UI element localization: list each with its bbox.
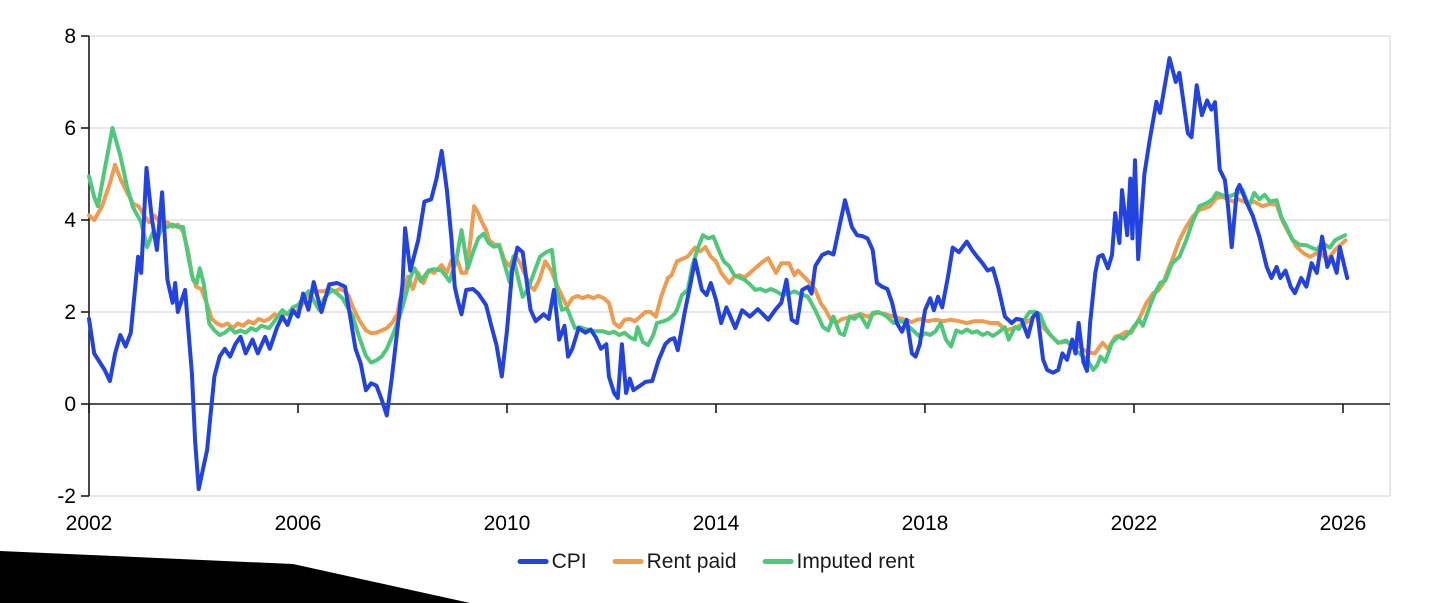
cpi-line-swatch xyxy=(517,559,549,564)
y-tick-label-4: 4 xyxy=(64,209,76,232)
legend-item-imputed-rent: Imputed rent xyxy=(762,550,915,573)
legend-item-cpi: CPI xyxy=(517,550,587,573)
rent-paid-line-swatch xyxy=(612,559,644,564)
y-tick-label--2: -2 xyxy=(57,485,76,508)
x-tick-label-2006: 2006 xyxy=(275,512,322,535)
series-line-imputed-rent xyxy=(87,126,1348,372)
legend-label-imputed-rent: Imputed rent xyxy=(796,550,915,573)
x-tick-label-2022: 2022 xyxy=(1111,512,1158,535)
legend-label-rent-paid: Rent paid xyxy=(646,550,737,573)
imputed-rent-line-swatch xyxy=(762,559,794,564)
y-tick-label-6: 6 xyxy=(64,117,76,140)
y-tick-label-2: 2 xyxy=(64,301,76,324)
legend: CPI Rent paid Imputed rent xyxy=(517,550,915,573)
legend-item-rent-paid: Rent paid xyxy=(612,550,737,573)
x-tick-label-2002: 2002 xyxy=(66,512,113,535)
y-tick-label-0: 0 xyxy=(64,393,76,416)
legend-label-cpi: CPI xyxy=(551,550,587,573)
x-tick-label-2014: 2014 xyxy=(693,512,740,535)
x-tick-label-2010: 2010 xyxy=(484,512,531,535)
y-tick-label-8: 8 xyxy=(64,25,76,48)
x-tick-label-2018: 2018 xyxy=(902,512,949,535)
x-tick-label-2026: 2026 xyxy=(1320,512,1367,535)
series-line-cpi xyxy=(87,56,1350,492)
